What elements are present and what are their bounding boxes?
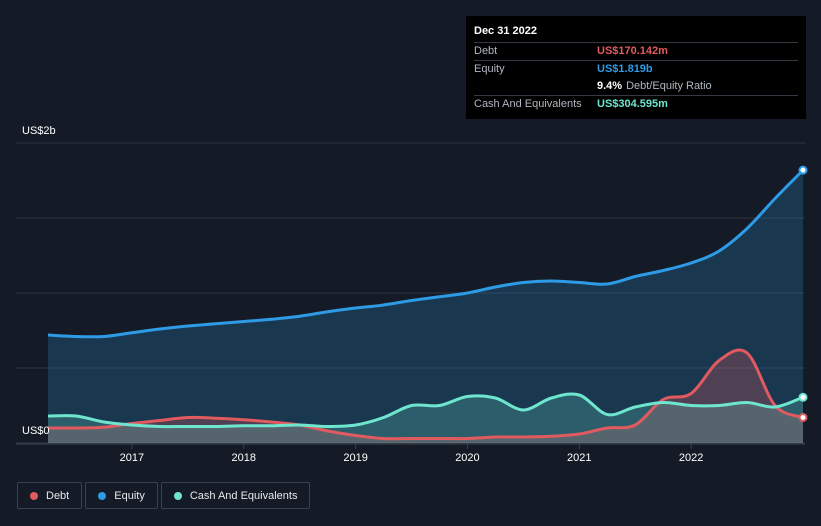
equity-line [47,169,805,339]
tooltip-ratio-row: 9.4% Debt/Equity Ratio [474,78,798,95]
debt-line [47,348,804,441]
cash-and-equivalents-endpoint-marker [798,392,808,402]
cash-and-equivalents-line [47,392,804,429]
chart-legend: Debt Equity Cash And Equivalents [17,482,313,509]
x-tick-label-2019: 2019 [343,452,367,464]
cash-and-equivalents-area [48,393,803,443]
legend-equity-label: Equity [114,489,145,502]
tooltip-equity-value: US$1.819b [597,63,653,75]
tooltip-ratio-label: Debt/Equity Ratio [626,80,712,92]
legend-cash-dot-icon [173,491,182,500]
tooltip-equity-label: Equity [474,63,505,75]
tooltip-ratio-value: 9.4% [597,80,623,92]
tooltip-cash-row: Cash And Equivalents US$304.595m [474,95,798,113]
equity-endpoint-marker [798,165,808,175]
tooltip-cash-label: Cash And Equivalents [474,98,582,110]
legend-item-cash[interactable]: Cash And Equivalents [160,482,311,509]
x-tick-label-2021: 2021 [567,452,591,464]
legend-debt-dot-icon [30,491,38,500]
legend-item-debt[interactable]: Debt [17,482,83,509]
tooltip-cash-value: US$304.595m [597,98,668,110]
y-tick-label-zero: US$0 [22,425,50,437]
tooltip-debt-label: Debt [474,45,498,57]
x-tick-label-2022: 2022 [679,452,703,464]
data-tooltip: Dec 31 2022 Debt US$170.142m Equity US$1… [466,16,806,119]
equity-area [48,170,803,443]
tooltip-debt-row: Debt US$170.142m [474,42,798,60]
legend-equity-dot-icon [98,491,107,500]
legend-item-equity[interactable]: Equity [85,482,158,509]
x-tick-label-2017: 2017 [120,452,144,464]
tooltip-debt-value: US$170.142m [597,45,668,57]
tooltip-equity-row: Equity US$1.819b [474,60,798,78]
debt-endpoint-marker [798,412,808,422]
legend-cash-label: Cash And Equivalents [189,489,298,502]
x-tick-label-2018: 2018 [231,452,255,464]
x-tick-label-2020: 2020 [455,452,479,464]
y-tick-label-top: US$2b [22,125,56,137]
tooltip-date: Dec 31 2022 [474,25,537,37]
legend-debt-label: Debt [46,489,70,502]
